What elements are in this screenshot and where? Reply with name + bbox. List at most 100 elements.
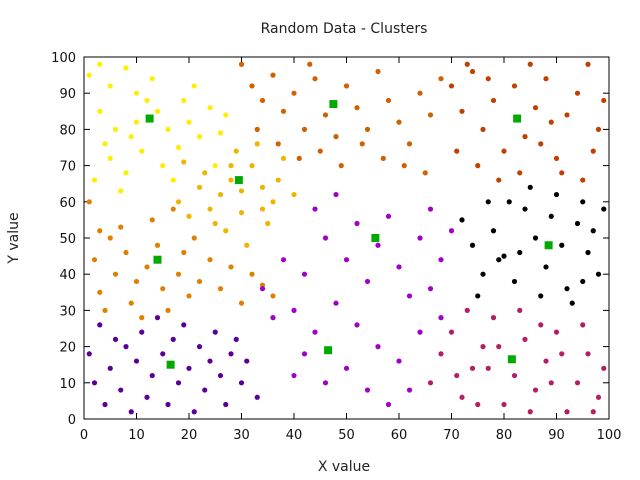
x-tick-label: 10 xyxy=(128,428,145,443)
data-point xyxy=(301,271,308,277)
data-point xyxy=(422,170,428,176)
data-point xyxy=(97,289,103,295)
data-point xyxy=(590,228,596,234)
data-point xyxy=(448,83,455,89)
x-tick-label: 50 xyxy=(338,428,355,443)
data-point xyxy=(564,112,570,118)
data-point xyxy=(191,235,197,241)
data-point xyxy=(427,112,434,118)
data-point xyxy=(480,271,486,277)
data-point xyxy=(112,271,119,277)
data-point xyxy=(212,329,218,335)
data-point xyxy=(385,213,392,219)
data-point xyxy=(574,90,581,96)
data-point xyxy=(485,199,491,205)
data-point xyxy=(133,278,140,285)
data-point xyxy=(375,68,381,75)
y-tick-label: 40 xyxy=(59,268,76,283)
data-point xyxy=(86,199,92,205)
data-point xyxy=(107,155,113,161)
data-point xyxy=(343,83,350,89)
data-point xyxy=(307,61,313,67)
data-point xyxy=(154,315,161,321)
data-point xyxy=(144,394,150,400)
x-tick-label: 90 xyxy=(548,428,565,443)
data-point xyxy=(165,401,171,408)
data-point xyxy=(149,372,155,379)
data-point xyxy=(538,293,544,299)
data-point xyxy=(595,394,602,400)
data-point xyxy=(527,184,533,190)
data-point xyxy=(186,365,192,371)
data-point xyxy=(217,191,224,198)
data-point xyxy=(427,380,434,386)
data-point xyxy=(296,155,302,161)
data-point xyxy=(595,126,602,132)
y-tick-label: 100 xyxy=(51,51,76,66)
data-point xyxy=(254,394,260,400)
data-point xyxy=(354,220,360,227)
data-point xyxy=(364,126,371,132)
data-point xyxy=(102,401,108,408)
data-point xyxy=(123,249,129,256)
data-point xyxy=(396,264,402,270)
data-point xyxy=(160,351,166,357)
data-point xyxy=(511,278,518,285)
data-point xyxy=(385,97,392,104)
y-tick-label: 10 xyxy=(59,377,76,392)
data-point xyxy=(102,141,108,147)
data-point xyxy=(585,61,591,67)
data-point xyxy=(97,322,103,328)
data-point xyxy=(480,344,486,350)
data-point xyxy=(496,177,502,183)
data-point xyxy=(186,213,192,219)
data-point xyxy=(170,206,176,212)
data-point xyxy=(548,380,554,386)
data-point xyxy=(522,206,528,212)
data-point xyxy=(291,307,297,313)
data-point xyxy=(280,257,287,263)
data-point xyxy=(312,329,318,335)
data-point xyxy=(280,155,287,161)
data-point xyxy=(522,336,528,342)
data-point xyxy=(123,170,129,176)
data-point xyxy=(228,264,234,270)
data-point xyxy=(438,76,444,82)
data-point xyxy=(517,170,523,176)
data-point xyxy=(181,322,187,328)
x-tick-label: 60 xyxy=(391,428,408,443)
data-point xyxy=(559,351,565,357)
data-point xyxy=(401,163,407,169)
data-point xyxy=(601,97,607,104)
data-point xyxy=(354,322,360,328)
data-point xyxy=(133,358,140,364)
data-point xyxy=(527,61,533,67)
data-point xyxy=(202,387,208,393)
data-point xyxy=(217,372,224,379)
data-points xyxy=(86,61,607,415)
data-point xyxy=(254,141,260,147)
data-point xyxy=(464,307,470,313)
data-point xyxy=(259,97,266,104)
data-point xyxy=(322,112,329,118)
data-point xyxy=(585,249,591,256)
data-point xyxy=(469,68,476,75)
centroid-point xyxy=(166,360,175,369)
data-point xyxy=(259,206,266,212)
data-point xyxy=(385,401,392,408)
x-tick-label: 80 xyxy=(496,428,513,443)
data-point xyxy=(427,206,434,212)
y-axis-label: Y value xyxy=(6,212,22,264)
data-point xyxy=(580,199,586,205)
data-point xyxy=(249,163,255,169)
data-point xyxy=(291,191,297,198)
y-tick-label: 60 xyxy=(59,196,76,211)
data-point xyxy=(160,286,166,292)
data-point xyxy=(244,242,250,248)
data-point xyxy=(196,278,203,285)
y-tick-label: 80 xyxy=(59,123,76,138)
data-point xyxy=(601,365,607,371)
data-point xyxy=(517,249,523,256)
data-point xyxy=(538,141,544,147)
data-point xyxy=(375,242,381,248)
